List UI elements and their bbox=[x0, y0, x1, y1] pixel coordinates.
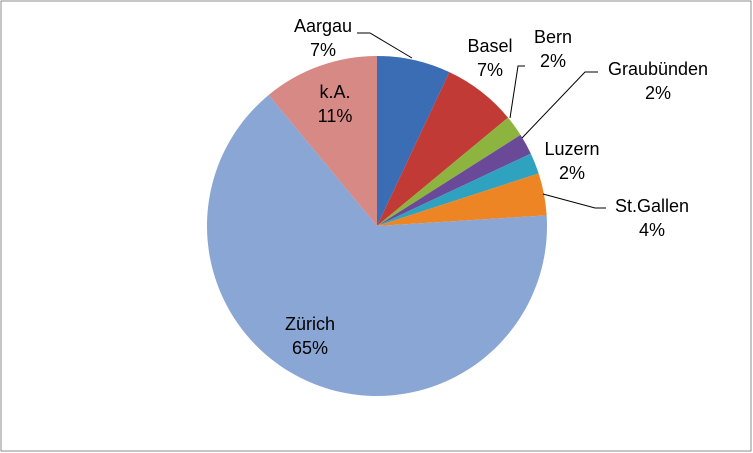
leader-line bbox=[542, 193, 606, 209]
leader-line bbox=[357, 32, 413, 59]
category-label: Zürich bbox=[285, 314, 335, 334]
category-label: k.A. bbox=[319, 82, 350, 102]
pie-slice bbox=[206, 95, 547, 396]
value-label: 4% bbox=[639, 220, 665, 240]
pie-slice bbox=[377, 153, 539, 226]
category-label: Luzern bbox=[544, 139, 599, 159]
value-label: 7% bbox=[477, 60, 503, 80]
pie-slice bbox=[377, 56, 450, 226]
pie-slice bbox=[268, 56, 377, 226]
pie-slice bbox=[377, 173, 547, 226]
pie-slice bbox=[377, 134, 531, 226]
value-label: 2% bbox=[645, 83, 671, 103]
value-label: 2% bbox=[540, 51, 566, 71]
category-label: St.Gallen bbox=[615, 196, 689, 216]
pie-slice bbox=[377, 72, 508, 226]
category-label: Aargau bbox=[294, 16, 352, 36]
value-label: 7% bbox=[310, 40, 336, 60]
leader-lines bbox=[357, 32, 606, 209]
category-label: Bern bbox=[534, 27, 572, 47]
value-label: 2% bbox=[559, 163, 585, 183]
leader-line bbox=[521, 71, 598, 139]
category-label: Graubünden bbox=[608, 59, 708, 79]
data-labels: Aargau 7% Basel 7% Bern 2% Graubünden 2% Luzern 2… bbox=[285, 16, 708, 358]
value-label: 65% bbox=[292, 338, 328, 358]
category-label: Basel bbox=[467, 36, 512, 56]
value-label: 11% bbox=[318, 106, 353, 126]
pie bbox=[206, 56, 547, 396]
leader-line bbox=[509, 65, 525, 119]
pie-slice bbox=[377, 117, 521, 226]
